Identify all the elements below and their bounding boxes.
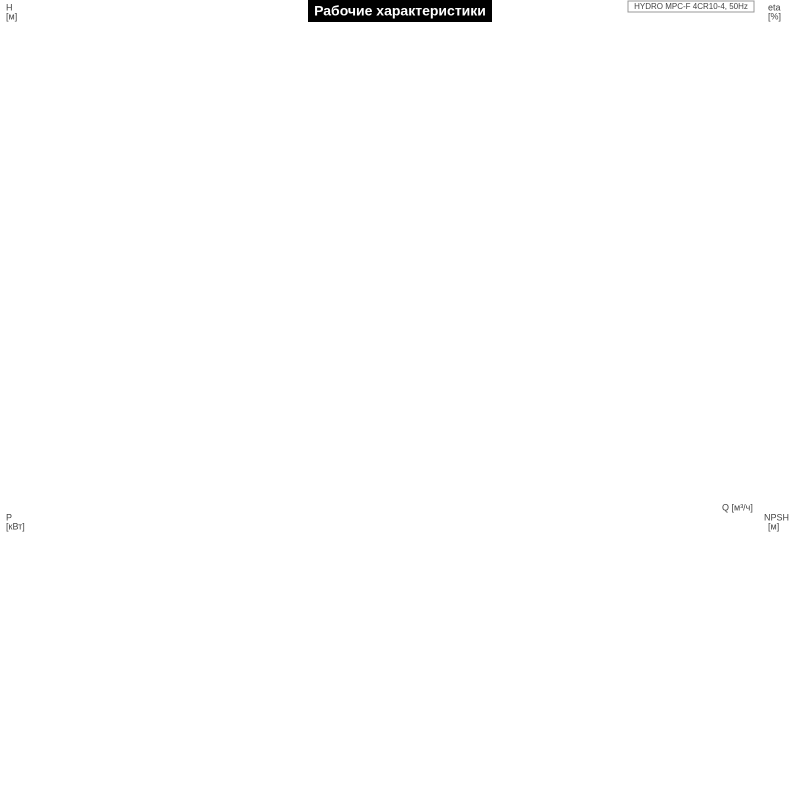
y-label: P	[6, 512, 12, 522]
y-unit: [кВт]	[6, 521, 25, 531]
chart-title: Рабочие характеристики	[314, 3, 486, 19]
y2-unit: [%]	[768, 11, 781, 21]
y-label: H	[6, 2, 13, 12]
x-label: Q [м³/ч]	[722, 502, 753, 512]
title-box	[308, 0, 492, 22]
y-unit: [м]	[6, 11, 17, 21]
y2-unit: [м]	[768, 521, 779, 531]
y2-label: eta	[768, 2, 781, 12]
y2-label: NPSH	[764, 512, 789, 522]
subtitle: HYDRO MPC-F 4CR10-4, 50Hz	[634, 2, 748, 11]
subtitle-box	[627, 0, 755, 13]
labels: Рабочие характеристики HYDRO MPC-F 4CR10…	[6, 0, 789, 531]
